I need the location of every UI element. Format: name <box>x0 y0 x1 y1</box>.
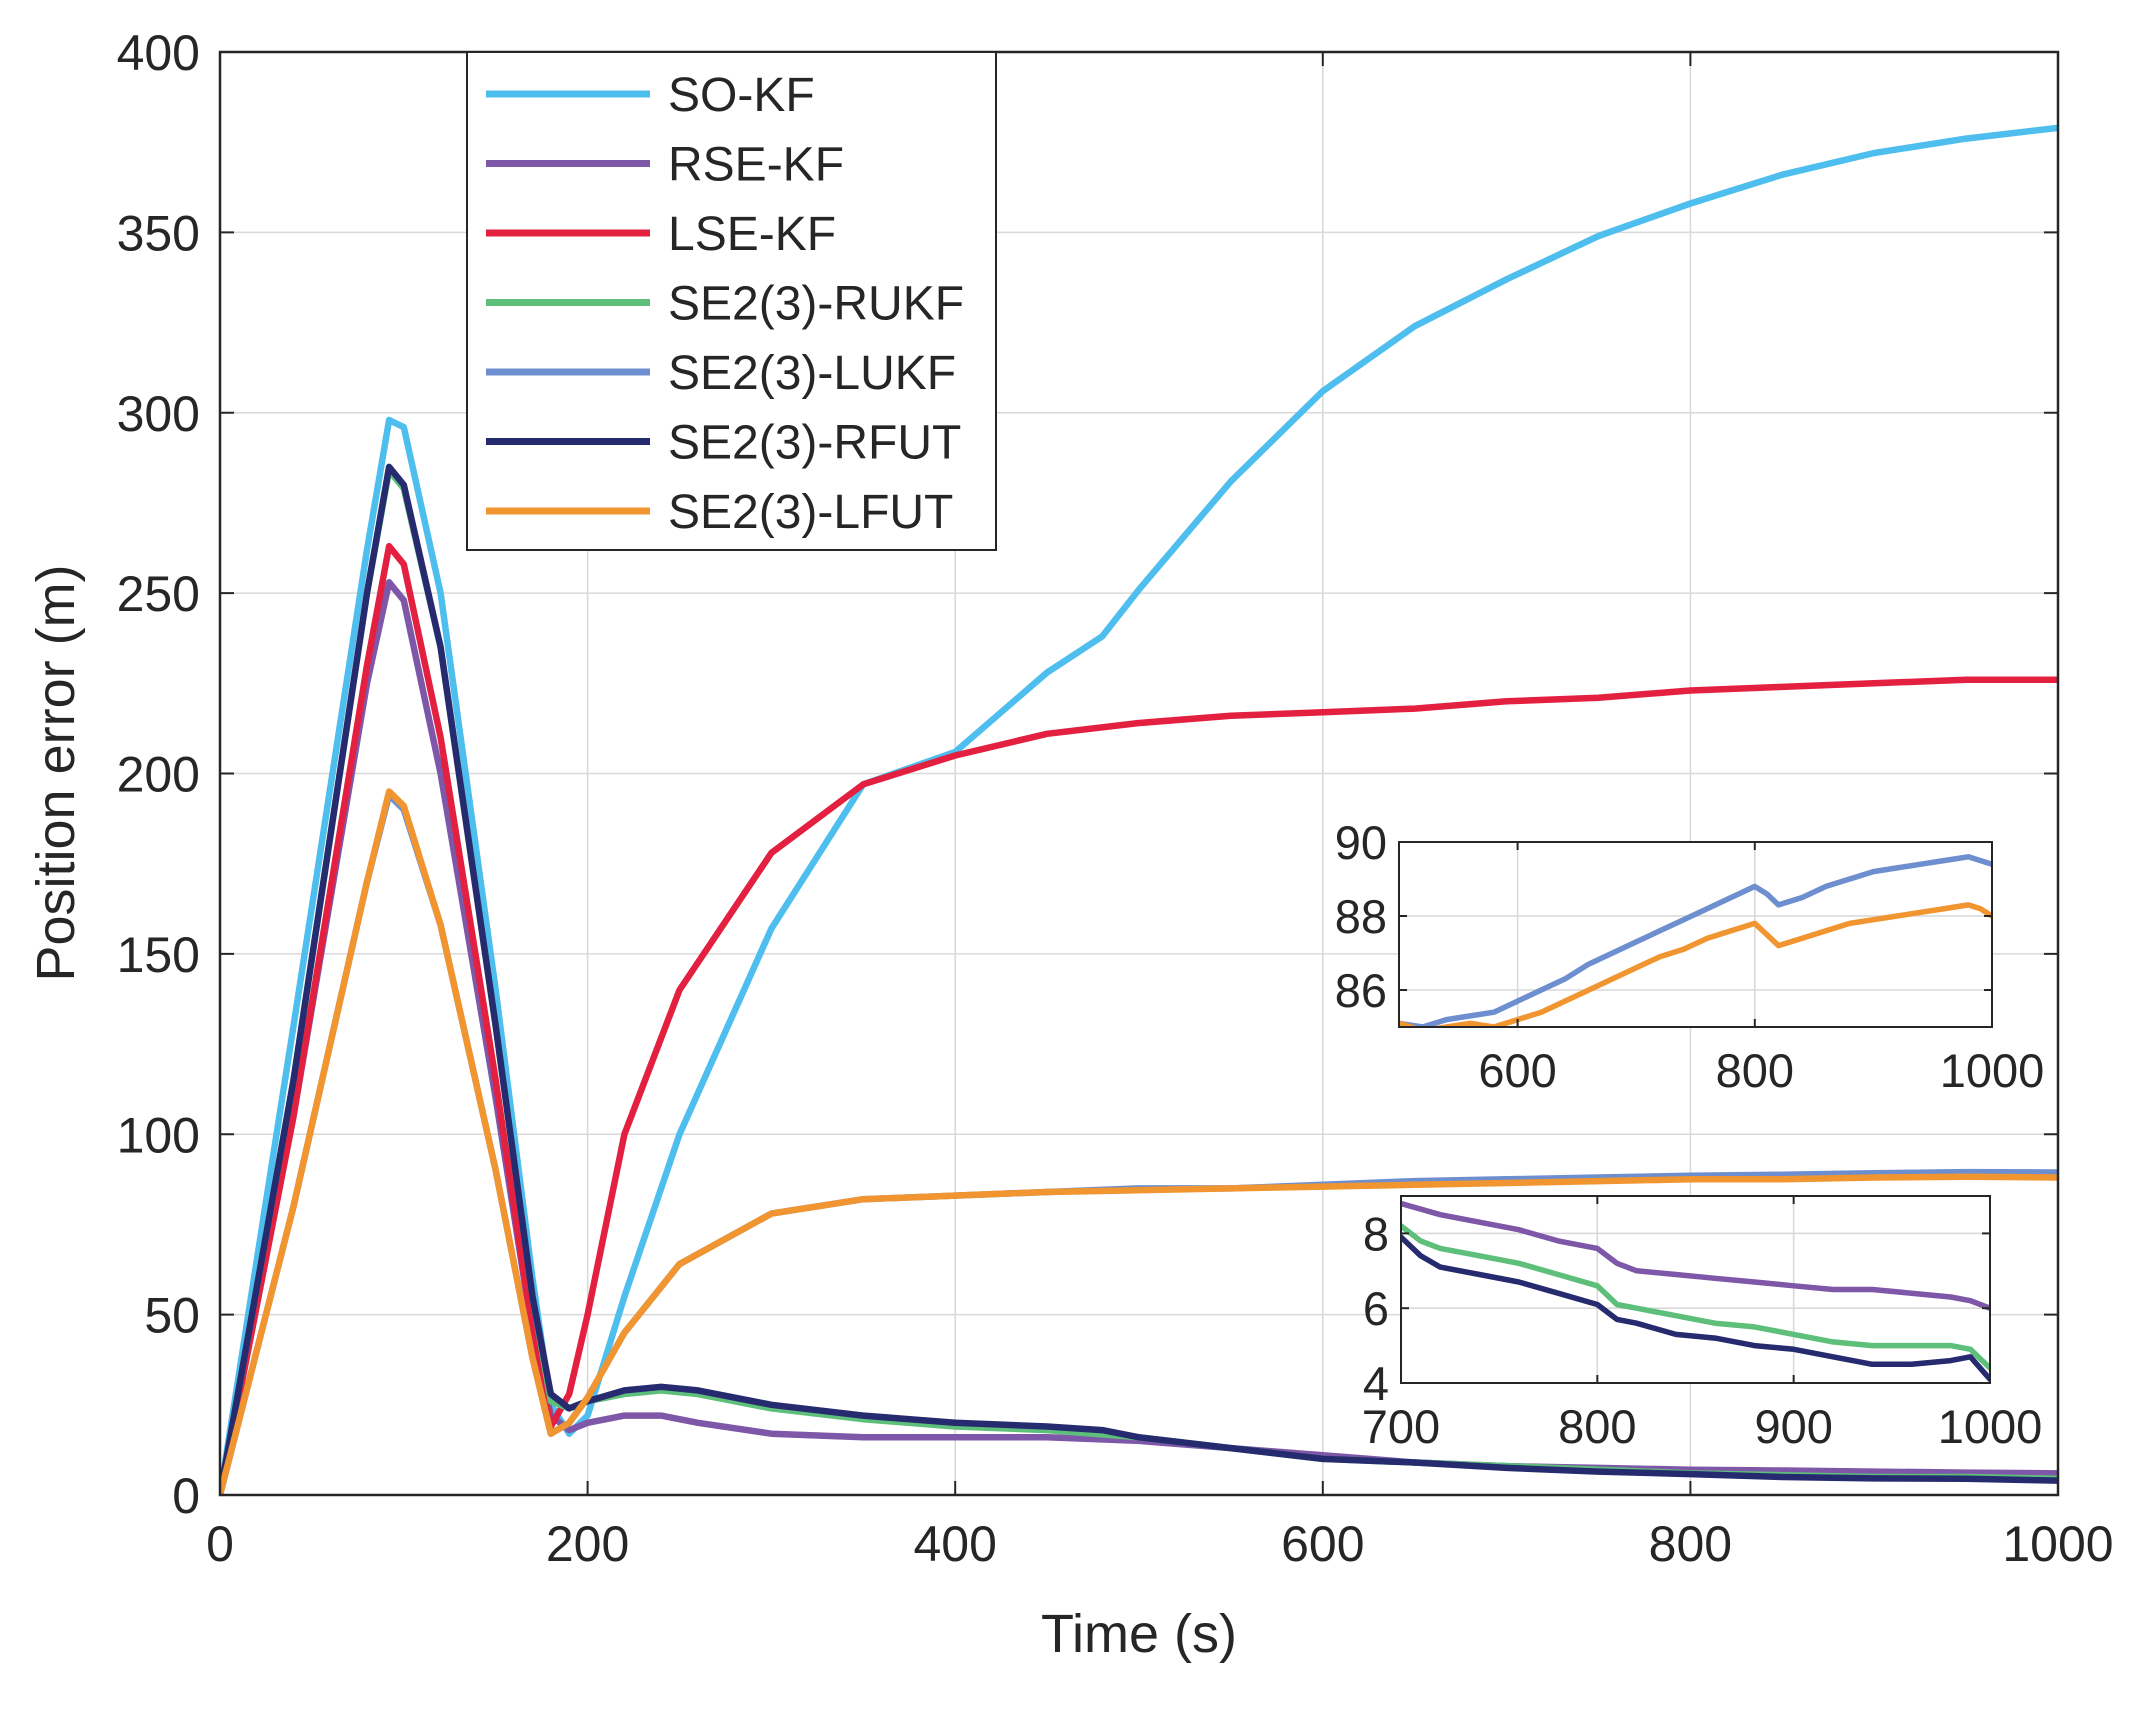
inset-lower-series <box>1401 1200 1990 1383</box>
inset-upper-x-tick-label: 800 <box>1716 1044 1794 1097</box>
legend-label-so-kf: SO-KF <box>668 69 815 122</box>
legend-label-se2-3-lukf: SE2(3)-LUKF <box>668 347 956 400</box>
inset-upper-series <box>1399 854 1992 1027</box>
y-tick-label: 100 <box>117 1107 200 1163</box>
inset-upper-area <box>1399 842 1992 1027</box>
inset-upper-y-tick-label: 90 <box>1335 816 1387 869</box>
y-tick-label: 0 <box>172 1468 200 1524</box>
y-tick-label: 50 <box>144 1288 200 1344</box>
legend-items: SO-KF RSE-KF LSE-KF SE2(3)-RUKF SE2(3)-LUKF S… <box>486 69 964 539</box>
y-tick-label: 250 <box>117 566 200 622</box>
inset-lower: 700 800 900 1000 4 6 8 <box>1362 1195 2042 1453</box>
x-axis-label: Time (s) <box>1041 1604 1237 1664</box>
y-tick-label: 400 <box>117 25 200 81</box>
series-lse-kf <box>220 542 2058 1495</box>
series-se2-3-rfut <box>220 463 2058 1495</box>
legend-label-se2-3-rukf: SE2(3)-RUKF <box>668 278 964 331</box>
legend-label-se2-3-rfut: SE2(3)-RFUT <box>668 417 961 470</box>
inset-upper-x-tick-label: 1000 <box>1940 1044 2045 1097</box>
inset-upper: 600 800 1000 86 88 90 <box>1335 816 2045 1097</box>
y-tick-label: 300 <box>117 386 200 442</box>
x-tick-label: 1000 <box>2002 1516 2113 1572</box>
inset-lower-x-tick-label: 800 <box>1558 1400 1636 1453</box>
inset-upper-series-se2-3-lukf <box>1399 854 1992 1027</box>
y-axis-label: Position error (m) <box>26 564 86 981</box>
y-tick-label: 350 <box>117 205 200 261</box>
inset-upper-x-tick-label: 600 <box>1478 1044 1556 1097</box>
inset-lower-frame <box>1400 1195 1991 1384</box>
x-tick-label: 0 <box>206 1516 234 1572</box>
inset-upper-y-tick-label: 88 <box>1335 890 1387 943</box>
inset-lower-y-tick-label: 8 <box>1363 1207 1389 1260</box>
inset-upper-y-tick-label: 86 <box>1335 964 1387 1017</box>
inset-upper-ticks: 600 800 1000 86 88 90 <box>1335 816 2045 1097</box>
series-se2-3-lfut <box>220 788 2058 1495</box>
inset-lower-series-se2-3-rukf <box>1401 1223 1990 1371</box>
x-tick-label: 800 <box>1649 1516 1732 1572</box>
inset-lower-series-rse-kf <box>1401 1200 1990 1311</box>
inset-lower-ticks: 700 800 900 1000 4 6 8 <box>1362 1196 2042 1453</box>
legend-label-lse-kf: LSE-KF <box>668 208 836 261</box>
inset-upper-frame <box>1398 841 1993 1028</box>
y-tick-label: 200 <box>117 747 200 803</box>
main-grid <box>220 52 2058 1495</box>
main-ticks: 0 200 400 600 800 1000 0 50 100 150 200 250 300 350 40… <box>117 25 2114 1572</box>
inset-lower-x-tick-label: 1000 <box>1938 1400 2043 1453</box>
y-tick-label: 150 <box>117 927 200 983</box>
legend-label-rse-kf: RSE-KF <box>668 139 844 192</box>
legend-label-se2-3-lfut: SE2(3)-LFUT <box>668 486 953 539</box>
inset-lower-series-se2-3-rfut <box>1401 1234 1990 1383</box>
x-tick-label: 200 <box>546 1516 629 1572</box>
inset-lower-y-tick-label: 4 <box>1363 1357 1389 1410</box>
inset-lower-x-tick-label: 700 <box>1362 1400 1440 1453</box>
inset-lower-y-tick-label: 6 <box>1363 1282 1389 1335</box>
x-tick-label: 400 <box>913 1516 996 1572</box>
legend: SO-KF RSE-KF LSE-KF SE2(3)-RUKF SE2(3)-LUKF S… <box>466 51 997 551</box>
inset-lower-x-tick-label: 900 <box>1754 1400 1832 1453</box>
inset-upper-series-se2-3-lfut <box>1399 902 1992 1027</box>
x-tick-label: 600 <box>1281 1516 1364 1572</box>
inset-lower-grid <box>1401 1196 1990 1383</box>
main-series <box>220 124 2058 1495</box>
